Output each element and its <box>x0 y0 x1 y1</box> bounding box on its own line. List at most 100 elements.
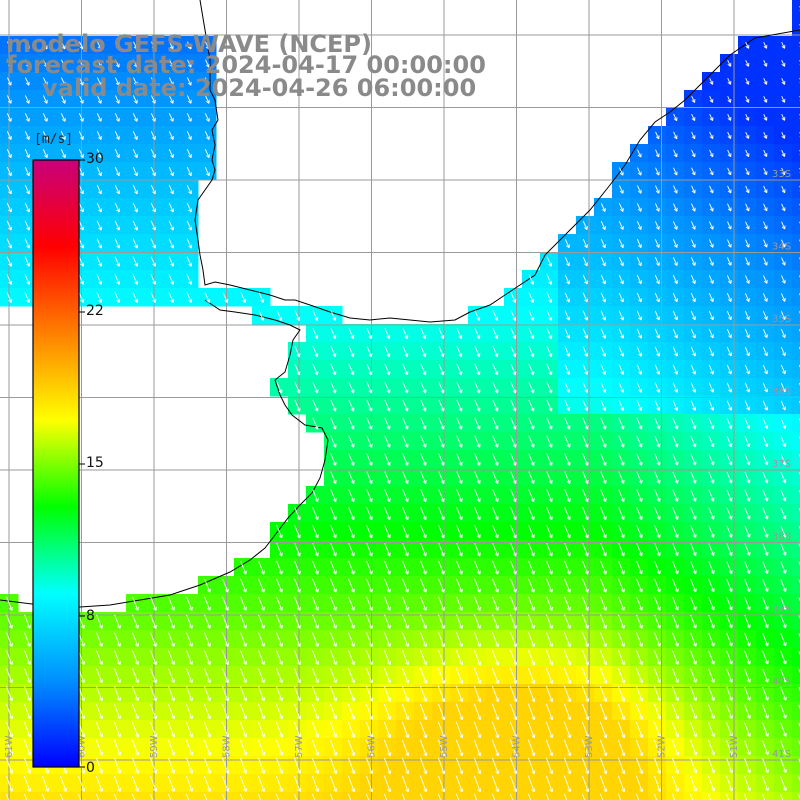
wind-arrow <box>600 203 606 212</box>
wind-arrow <box>727 131 732 139</box>
field-cell <box>792 558 800 577</box>
wind-arrow <box>168 292 175 303</box>
lon-label: 57W <box>294 735 305 758</box>
field-cell <box>792 522 800 541</box>
wind-arrow <box>600 238 606 249</box>
field-cell <box>792 468 800 487</box>
wind-arrow <box>763 239 768 248</box>
wind-arrow <box>79 41 84 50</box>
wind-arrow <box>672 221 678 230</box>
wind-arrow <box>168 202 174 213</box>
wind-arrow <box>132 220 139 231</box>
wind-arrow <box>582 221 588 230</box>
field-cell <box>198 792 217 800</box>
field-cell <box>792 720 800 739</box>
wind-arrow <box>708 328 714 339</box>
wind-arrow <box>150 149 156 159</box>
wind-arrow <box>474 328 481 340</box>
wind-arrow <box>24 202 30 213</box>
wind-arrow <box>114 274 121 285</box>
lat-label: 36S <box>772 387 791 398</box>
field-cell <box>792 108 800 127</box>
field-cell <box>54 792 73 800</box>
colorbar-label-max: 30 <box>86 151 104 167</box>
wind-arrow <box>132 202 138 213</box>
wind-arrow <box>636 239 642 248</box>
wind-arrow <box>762 293 768 302</box>
wind-arrow <box>366 346 373 358</box>
wind-arrow <box>727 77 732 85</box>
wind-arrow <box>564 274 570 285</box>
lat-label: 35S <box>772 314 791 325</box>
wind-arrow <box>528 346 535 358</box>
field-cell <box>504 792 523 800</box>
wind-arrow <box>672 310 678 321</box>
wind-arrow <box>726 328 732 339</box>
lat-label: 41S <box>772 749 791 760</box>
wind-arrow <box>636 185 642 194</box>
field-cell <box>792 324 800 343</box>
wind-arrow <box>222 292 229 303</box>
wind-arrow <box>781 131 786 139</box>
wind-arrow <box>96 149 102 159</box>
field-cell <box>792 180 800 199</box>
field-cell <box>792 90 800 109</box>
field-cell <box>792 756 800 775</box>
field-cell <box>558 792 577 800</box>
wind-arrow <box>168 95 174 104</box>
wind-arrow <box>618 203 624 212</box>
wind-arrow <box>438 346 445 358</box>
wind-arrow <box>727 239 732 248</box>
field-cell <box>630 792 649 800</box>
wind-arrow <box>6 95 12 104</box>
wind-arrow <box>708 257 714 266</box>
wind-arrow <box>114 95 120 104</box>
wind-arrow <box>654 310 660 321</box>
wind-arrow <box>312 328 319 340</box>
lat-label: 39S <box>772 604 791 615</box>
wind-arrow <box>763 149 768 157</box>
wind-arrow <box>168 274 175 285</box>
wind-arrow <box>402 328 409 340</box>
field-cell <box>360 792 379 800</box>
wind-arrow <box>672 274 678 285</box>
wind-arrow <box>564 292 570 303</box>
field-cell <box>792 216 800 235</box>
wind-arrow <box>96 131 102 140</box>
wind-arrow <box>384 346 391 358</box>
field-cell <box>792 306 800 325</box>
wind-arrow <box>25 59 30 68</box>
wind-arrow <box>673 167 678 176</box>
wind-arrow <box>384 328 391 340</box>
field-cell <box>792 252 800 271</box>
field-cell <box>792 774 800 793</box>
wind-arrow <box>564 310 571 321</box>
wind-arrow <box>780 329 786 338</box>
wind-arrow <box>781 149 786 157</box>
wind-arrow <box>43 59 48 68</box>
wind-arrow <box>114 131 120 140</box>
wind-arrow <box>204 77 210 86</box>
field-cell <box>792 0 800 19</box>
wind-arrow <box>78 131 84 140</box>
wind-arrow <box>582 238 588 249</box>
wind-arrow <box>655 131 660 140</box>
wind-arrow <box>709 167 714 176</box>
wind-arrow <box>78 95 84 104</box>
wind-arrow <box>42 149 48 159</box>
colorbar-label-15: 15 <box>86 455 104 471</box>
field-cell <box>792 378 800 397</box>
wind-arrow <box>96 256 103 267</box>
field-cell <box>792 126 800 145</box>
wind-arrow <box>312 310 319 321</box>
field-cell <box>342 792 361 800</box>
wind-arrow <box>6 184 12 195</box>
lon-label: 52W <box>657 735 668 758</box>
wind-arrow <box>708 275 714 284</box>
wind-arrow <box>132 95 138 104</box>
wind-arrow <box>78 202 84 213</box>
field-cell <box>792 396 800 415</box>
wind-arrow <box>204 292 211 303</box>
